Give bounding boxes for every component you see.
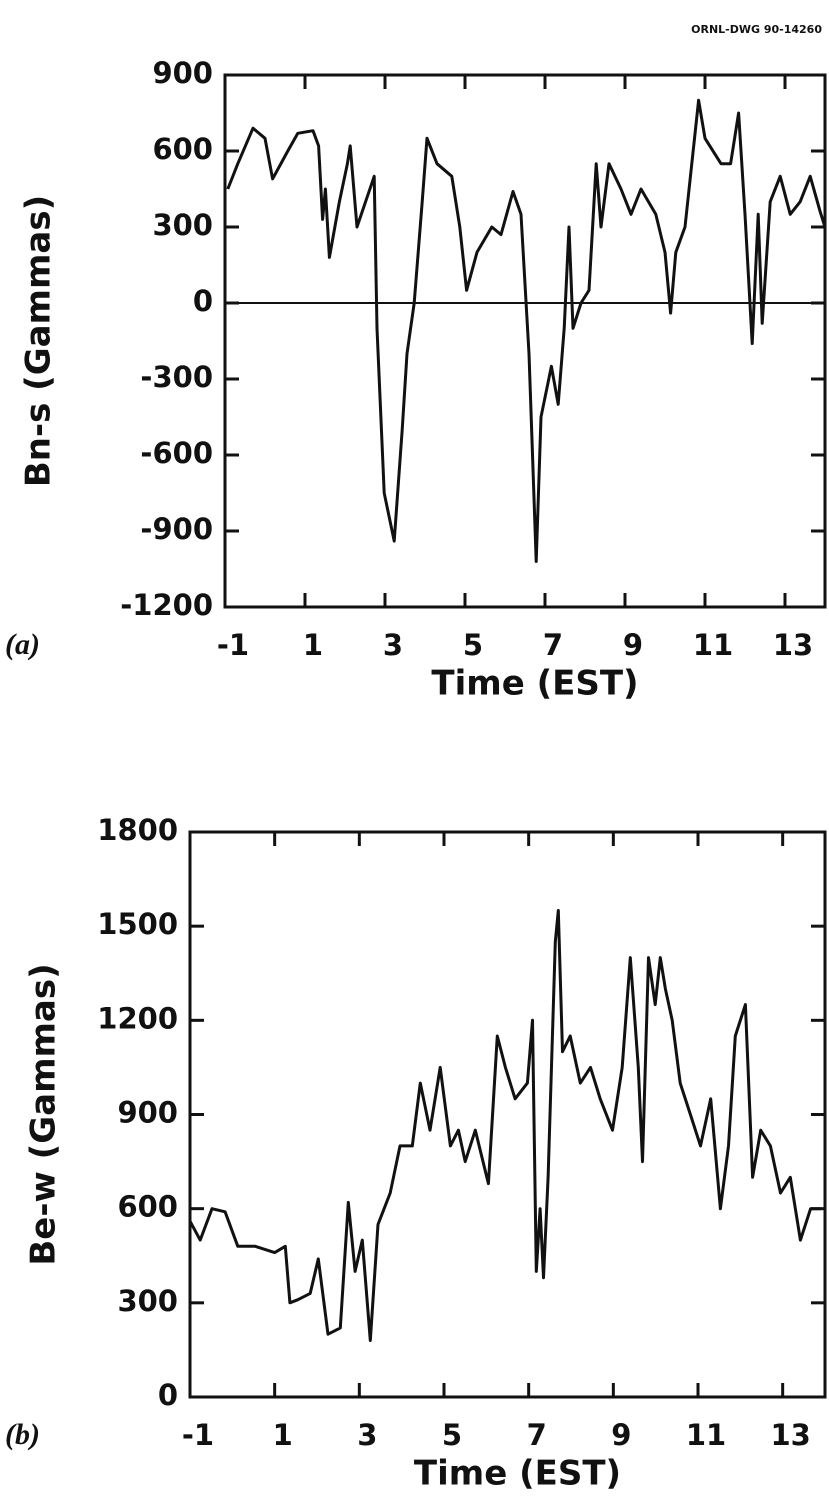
y-tick-label: 0 [158,1378,178,1412]
y-axis-label: Bn-s (Gammas) [19,195,59,487]
y-tick-label: 900 [117,1096,178,1130]
panel-label: (b) [5,1418,40,1451]
data-line [188,909,821,1342]
y-tick-label: -600 [140,436,213,470]
x-tick-label: 3 [357,1418,377,1452]
drawing-number: ORNL-DWG 90-14260 [691,23,822,36]
x-axis-label: Time (EST) [414,1454,621,1494]
y-tick-label: 600 [117,1190,178,1224]
x-tick-label: 9 [611,1418,631,1452]
plot-frame [223,73,827,609]
y-tick-label: -900 [140,512,213,546]
x-tick-label: 7 [543,628,563,662]
y-tick-label: 1800 [97,813,178,847]
y-tick-label: 600 [152,132,213,166]
y-tick-label: 900 [152,56,213,90]
x-tick-label: 9 [623,628,643,662]
y-tick-label: -300 [140,360,213,394]
x-tick-label: 1 [273,1418,293,1452]
x-axis-label: Time (EST) [431,664,638,704]
y-tick-label: 1500 [97,907,178,941]
x-tick-label: 7 [527,1418,547,1452]
x-tick-label: 5 [463,628,483,662]
x-tick-label: 11 [686,1418,726,1452]
x-tick-label: -1 [217,628,249,662]
x-tick-label: 1 [303,628,323,662]
y-tick-label: 0 [193,284,213,318]
x-tick-label: 13 [773,628,813,662]
data-line [226,98,827,563]
x-tick-label: 5 [442,1418,462,1452]
y-tick-label: 300 [152,208,213,242]
panel-label: (a) [5,628,40,661]
x-tick-label: -1 [182,1418,214,1452]
x-tick-label: 11 [693,628,733,662]
y-axis-label: Be-w (Gammas) [24,963,64,1265]
y-tick-label: 300 [117,1284,178,1318]
x-tick-label: 13 [770,1418,810,1452]
y-tick-label: 1200 [97,1001,178,1035]
y-tick-label: -1200 [120,588,213,622]
x-tick-label: 3 [383,628,403,662]
